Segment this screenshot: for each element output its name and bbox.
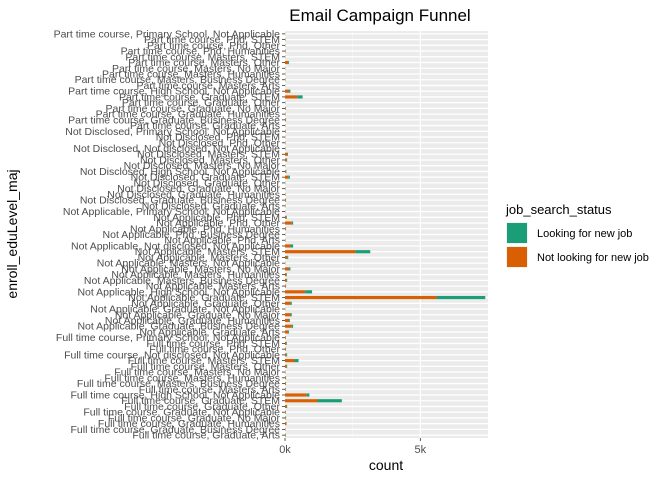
- bar-looking: [287, 158, 288, 161]
- bar-looking: [289, 90, 290, 93]
- bar-not-looking: [285, 325, 292, 328]
- bar-not-looking: [285, 221, 292, 224]
- y-axis-title: enroll_eduLevel_maj: [4, 169, 20, 298]
- x-axis-title: count: [369, 457, 403, 473]
- bar-looking: [289, 319, 290, 322]
- bar-looking: [286, 342, 287, 345]
- bar-not-looking: [285, 382, 286, 385]
- bar-not-looking: [285, 422, 286, 425]
- bar-looking: [286, 353, 287, 356]
- bar-not-looking: [285, 376, 286, 379]
- bar-looking: [437, 296, 486, 299]
- bar-looking: [292, 221, 293, 224]
- bar-not-looking: [285, 170, 286, 173]
- bar-not-looking: [285, 176, 288, 179]
- bar-not-looking: [285, 199, 286, 202]
- bar-not-looking: [285, 342, 286, 345]
- legend-label: Looking for new job: [537, 228, 632, 240]
- bar-not-looking: [285, 279, 287, 282]
- bar-not-looking: [285, 399, 317, 402]
- bar-looking: [287, 153, 288, 156]
- bar-not-looking: [285, 388, 286, 391]
- legend-title: job_search_status: [505, 202, 612, 217]
- legend-swatch: [507, 247, 527, 267]
- bar-looking: [294, 359, 298, 362]
- bar-not-looking: [285, 227, 286, 230]
- bar-not-looking: [285, 434, 286, 437]
- bar-not-looking: [285, 411, 286, 414]
- bar-not-looking: [285, 273, 286, 276]
- bar-not-looking: [285, 250, 355, 253]
- bar-not-looking: [285, 95, 297, 98]
- bar-not-looking: [285, 244, 290, 247]
- bar-not-looking: [285, 130, 286, 133]
- bar-looking: [287, 256, 288, 259]
- bar-looking: [290, 313, 291, 316]
- x-tick-label: 0k: [279, 444, 291, 456]
- bar-not-looking: [285, 336, 286, 339]
- bar-not-looking: [285, 365, 287, 368]
- bar-looking: [307, 393, 310, 396]
- bar-not-looking: [285, 313, 290, 316]
- bar-looking: [289, 267, 290, 270]
- bar-looking: [288, 176, 290, 179]
- bar-looking: [288, 330, 289, 333]
- bar-not-looking: [285, 353, 286, 356]
- bar-not-looking: [285, 405, 287, 408]
- bar-not-looking: [285, 393, 307, 396]
- legend-label: Not looking for new job: [537, 252, 649, 264]
- bar-not-looking: [285, 267, 289, 270]
- bar-looking: [292, 325, 293, 328]
- bar-not-looking: [285, 330, 288, 333]
- bar-looking: [290, 302, 291, 305]
- bar-not-looking: [285, 319, 289, 322]
- bar-looking: [290, 244, 293, 247]
- bar-not-looking: [285, 49, 286, 52]
- bar-looking: [305, 290, 312, 293]
- legend-swatch: [507, 223, 527, 243]
- legend: job_search_status Looking for new job Not…: [505, 202, 649, 268]
- chart-title: Email Campaign Funnel: [289, 6, 470, 25]
- bar-not-looking: [285, 285, 286, 288]
- bar-looking: [355, 250, 370, 253]
- bar-not-looking: [285, 348, 286, 351]
- bar-not-looking: [285, 107, 286, 110]
- bar-not-looking: [285, 216, 286, 219]
- y-tick-label: Full time course, Graduate, Arts: [132, 430, 280, 442]
- bar-looking: [286, 216, 287, 219]
- bar-looking: [288, 61, 289, 64]
- x-axis: 0k 5k: [279, 438, 426, 456]
- bar-not-looking: [285, 61, 288, 64]
- bar-looking: [297, 95, 302, 98]
- x-tick-label: 5k: [415, 444, 427, 456]
- bar-not-looking: [285, 158, 287, 161]
- bar-not-looking: [285, 359, 294, 362]
- bar-not-looking: [285, 302, 290, 305]
- bar-looking: [317, 399, 341, 402]
- bar-looking: [287, 279, 288, 282]
- bar-not-looking: [285, 296, 437, 299]
- bar-not-looking: [285, 256, 287, 259]
- bar-not-looking: [285, 153, 287, 156]
- bar-not-looking: [285, 118, 286, 121]
- bar-looking: [286, 170, 287, 173]
- bar-not-looking: [285, 290, 305, 293]
- legend-items: Looking for new job Not looking for new j…: [506, 222, 649, 268]
- bar-looking: [286, 273, 287, 276]
- bar-not-looking: [285, 90, 289, 93]
- bar-not-looking: [285, 416, 286, 419]
- bar-looking: [287, 365, 288, 368]
- y-tick-labels: Part time course, Primary School, Not Ap…: [54, 28, 281, 441]
- bar-looking: [287, 405, 288, 408]
